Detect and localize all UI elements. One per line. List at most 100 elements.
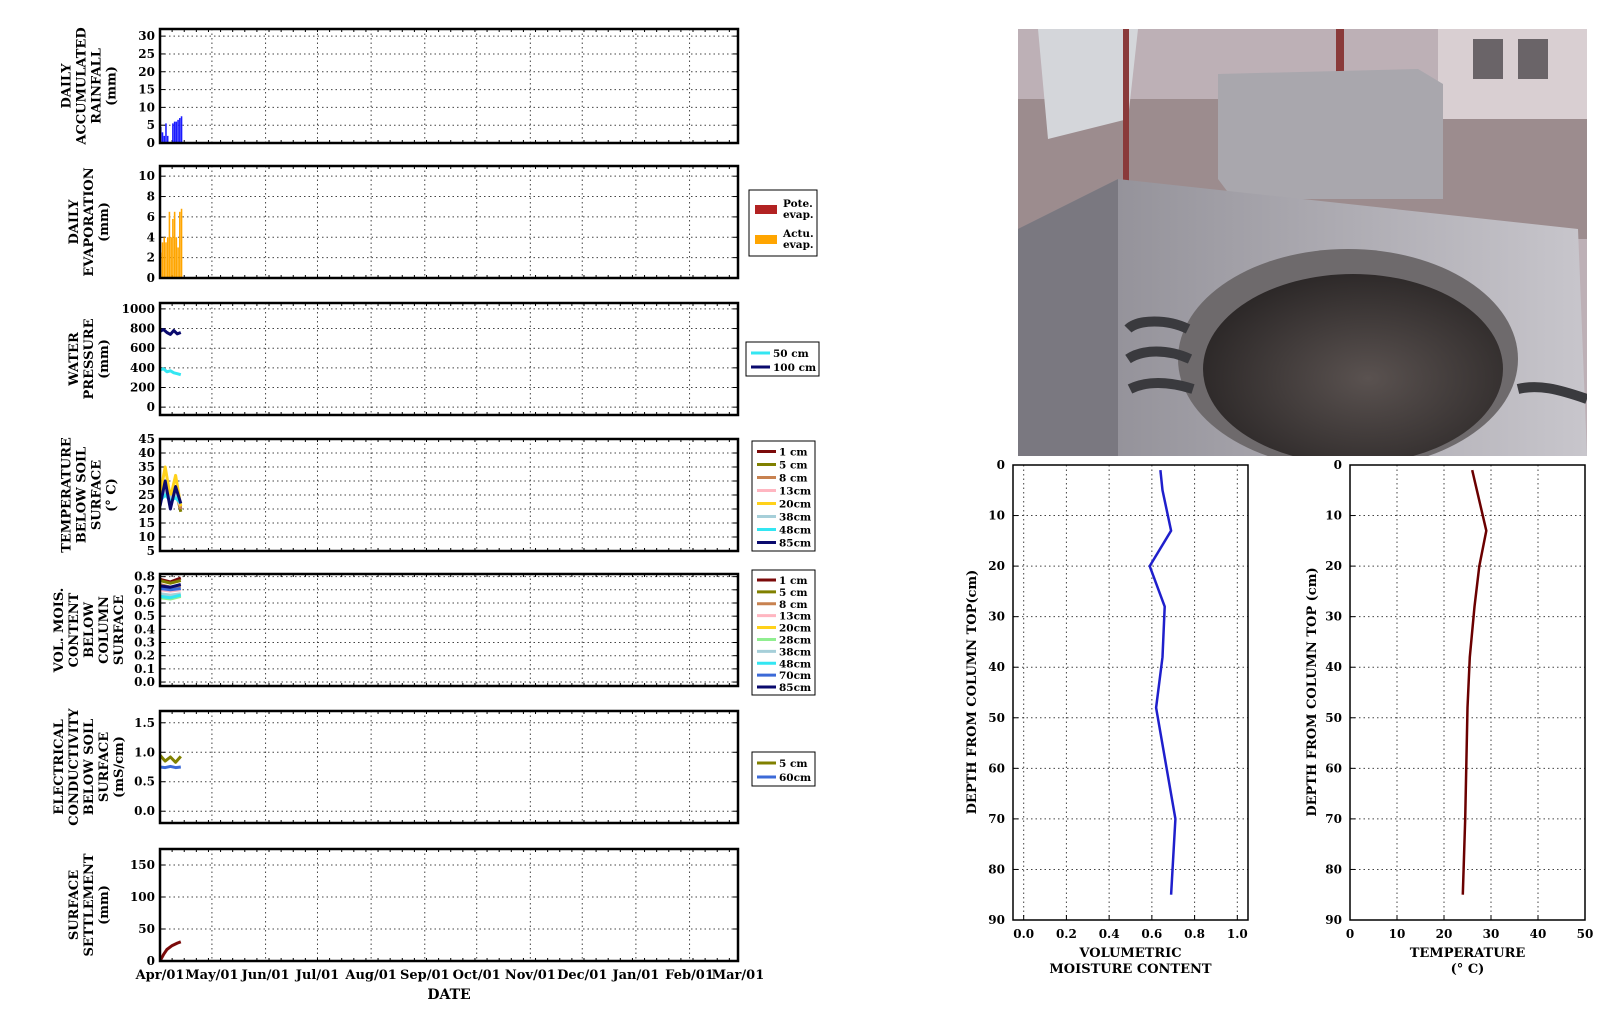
y-axis-label: BELOW SOIL: [75, 447, 90, 543]
x-tick-label: 0.4: [1099, 927, 1120, 941]
bar: [173, 211, 176, 278]
series-group: [160, 754, 182, 770]
legend-label: 8 cm: [779, 473, 807, 485]
y-axis-label: VOL. MOIS.: [52, 588, 67, 674]
y-tick-label: 0.8: [134, 570, 155, 584]
series-line: [160, 493, 182, 505]
y-axis-label: CONDUCTIVITY: [67, 708, 82, 826]
y-tick-label: 25: [138, 47, 155, 61]
legend-label: Actu.: [782, 228, 814, 240]
y-tick-label: 90: [1325, 913, 1342, 927]
timeseries-6-grid: [160, 849, 739, 962]
y-tick-label: 50: [988, 711, 1005, 725]
x-tick-label: 0.6: [1141, 927, 1162, 941]
series-line: [160, 764, 181, 770]
y-tick-label: 50: [138, 922, 155, 936]
series-group: [160, 116, 183, 143]
y-axis-label: SURFACE: [67, 870, 82, 940]
y-axis-label: DEPTH FROM COLUMN TOP(cm): [965, 570, 980, 815]
plot-frame: [158, 164, 740, 280]
x-tick-label: Jul/01: [295, 968, 339, 983]
y-tick-label: 100: [130, 890, 155, 904]
y-tick-label: 30: [138, 29, 155, 43]
legend-box: [745, 341, 820, 377]
y-axis-label: WATER: [67, 332, 82, 387]
y-tick-label: 0.5: [134, 775, 155, 789]
y-tick-label: 20: [138, 502, 155, 516]
y-tick-label: 10: [138, 530, 155, 544]
bar: [180, 116, 183, 143]
x-tick-label: 0: [1346, 927, 1354, 941]
x-tick-label: Jun/01: [241, 968, 290, 983]
y-tick-label: 0.0: [134, 675, 155, 689]
legend-box: [748, 189, 818, 257]
legend-label: 85cm: [779, 682, 811, 694]
y-tick-label: 1.0: [134, 745, 155, 759]
y-tick-label: 20: [1325, 559, 1342, 573]
bar: [170, 237, 172, 278]
profile-1-grid: [1350, 465, 1585, 920]
y-axis-label: (mm): [105, 66, 120, 106]
y-tick-label: 50: [1325, 711, 1342, 725]
y-tick-label: 30: [988, 610, 1005, 624]
plot-frame: [1012, 464, 1249, 921]
y-tick-label: 0.2: [134, 649, 155, 663]
profile-line: [1461, 469, 1488, 895]
legend-label: 48cm: [779, 658, 811, 670]
y-tick-label: 80: [988, 862, 1005, 876]
y-axis-label: RAINFALL: [90, 48, 105, 124]
y-tick-label: 0: [147, 954, 155, 968]
y-axis-label: ELECTRICAL: [52, 719, 67, 814]
y-tick-label: 0.6: [134, 596, 155, 610]
y-tick-label: 0.0: [134, 804, 155, 818]
legend-label: 60cm: [779, 772, 811, 784]
y-tick-label: 70: [1325, 812, 1342, 826]
y-tick-label: 20: [138, 65, 155, 79]
y-tick-label: 15: [138, 516, 155, 530]
legend-box: [751, 440, 816, 552]
plot-frame: [1349, 464, 1586, 921]
y-tick-label: 4: [147, 230, 155, 244]
x-tick-label: 0.0: [1013, 927, 1034, 941]
y-tick-label: 150: [130, 858, 155, 872]
building-window: [1518, 39, 1548, 79]
soil-surface: [1203, 274, 1503, 456]
series-line: [160, 479, 183, 511]
plot-frame: [158, 572, 740, 688]
series-line: [160, 583, 182, 589]
bar: [166, 135, 169, 143]
soil-column-photo: [1018, 29, 1587, 456]
bar: [179, 118, 181, 143]
legend-label: 5 cm: [779, 460, 807, 472]
legend-label: 13cm: [779, 611, 811, 623]
series-line: [160, 754, 182, 764]
y-tick-label: 30: [138, 474, 155, 488]
bar: [161, 242, 164, 278]
timeseries-4-grid: [160, 574, 739, 686]
bar: [177, 119, 179, 143]
y-tick-label: 25: [138, 488, 155, 502]
y-axis-label: (mS/cm): [112, 736, 127, 798]
y-axis-label: SETTLEMENT: [82, 853, 97, 956]
series-line: [160, 328, 182, 336]
legend: Pote.evap.Actu.evap.: [748, 189, 818, 257]
y-tick-label: 8: [147, 190, 155, 204]
y-tick-label: 0: [147, 271, 155, 285]
bar: [165, 123, 167, 143]
y-axis-label: (mm): [97, 885, 112, 925]
y-tick-label: 60: [1325, 761, 1342, 775]
legend-label: 8 cm: [779, 599, 807, 611]
y-tick-label: 80: [1325, 862, 1342, 876]
legend-swatch: [755, 235, 777, 244]
bar: [173, 121, 176, 143]
series-line: [160, 367, 182, 377]
x-tick-label: 30: [1483, 927, 1500, 941]
x-tick-label: 40: [1530, 927, 1547, 941]
bar: [165, 242, 167, 278]
legend-label: evap.: [783, 209, 814, 221]
plot-frame: [158, 301, 740, 417]
x-tick-label: Dec/01: [557, 968, 607, 983]
x-tick-label: 0.2: [1056, 927, 1077, 941]
